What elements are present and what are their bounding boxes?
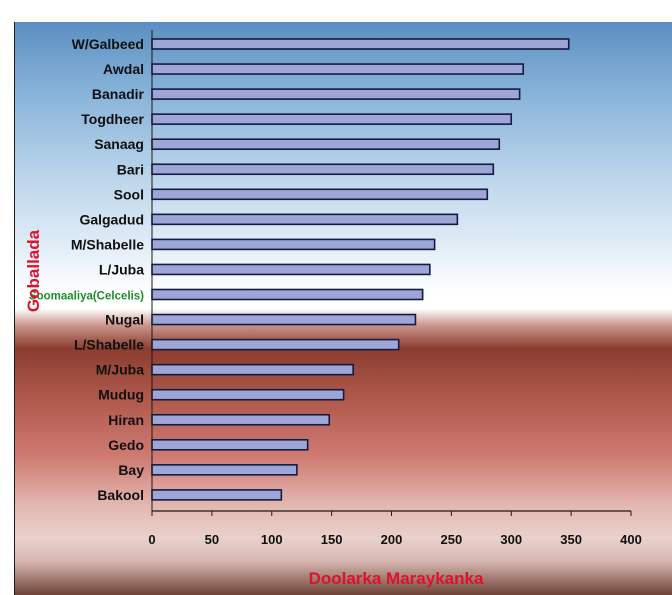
category-label: Soomaaliya(Celcelis) — [29, 291, 144, 303]
bar-m-juba — [151, 363, 354, 376]
x-tick-label: 400 — [620, 532, 642, 547]
bar-m-shabelle — [151, 238, 436, 251]
category-label: Gedo — [108, 437, 144, 453]
bar-nugal — [151, 313, 417, 326]
title-strip — [0, 0, 672, 22]
bar-soomaaliya-celcelis- — [151, 288, 424, 301]
bar-bari — [151, 163, 495, 176]
bar-sanaag — [151, 138, 501, 150]
category-label: Sanaag — [94, 136, 144, 152]
bar-gedo — [151, 438, 309, 451]
category-label: Sool — [114, 186, 144, 202]
category-label: Banadir — [92, 86, 145, 102]
category-label: Galgadud — [79, 211, 144, 227]
bar-awdal — [151, 63, 525, 75]
category-label: W/Galbeed — [72, 36, 144, 52]
bar-galgadud — [151, 213, 459, 226]
category-label: Bakool — [97, 487, 144, 503]
category-label: Awdal — [103, 61, 144, 77]
bar-bakool — [151, 489, 283, 501]
category-label: Mudug — [98, 387, 144, 403]
x-tick-label: 250 — [441, 532, 463, 547]
bar-bay — [151, 464, 298, 476]
bar-togdheer — [151, 113, 513, 125]
category-label: Hiran — [108, 412, 144, 428]
category-labels-layer: W/Galbeed Awdal Banadir Togdheer Sanaag Bari S… — [29, 36, 145, 503]
x-axis: 0 50 100 150 200 250 300 350 400 — [148, 30, 642, 547]
category-label: Bay — [118, 462, 144, 478]
category-label: M/Shabelle — [71, 236, 144, 252]
bar-sool — [151, 188, 489, 201]
category-label: L/Juba — [99, 261, 144, 277]
category-label: Togdheer — [81, 111, 144, 127]
x-axis-title: Doolarka Maraykanka — [309, 569, 484, 588]
x-tick-label: 200 — [381, 532, 403, 547]
bar-hiran — [151, 413, 331, 426]
x-tick-label: 50 — [205, 532, 219, 547]
y-axis-title: Goballada — [24, 229, 43, 312]
bar-w-galbeed — [151, 38, 570, 50]
bar-banadir — [151, 88, 521, 100]
bar-mudug — [151, 388, 345, 401]
category-label: M/Juba — [96, 362, 144, 378]
category-label: L/Shabelle — [74, 337, 144, 353]
x-tick-label: 100 — [261, 532, 283, 547]
bar-l-shabelle — [151, 338, 400, 351]
bars-layer — [151, 38, 570, 501]
x-tick-label: 300 — [500, 532, 522, 547]
x-tick-label: 150 — [321, 532, 343, 547]
category-label: Nugal — [105, 312, 144, 328]
x-tick-label: 0 — [148, 532, 155, 547]
bar-l-juba — [151, 263, 431, 276]
x-tick-label: 350 — [560, 532, 582, 547]
category-label: Bari — [117, 161, 144, 177]
